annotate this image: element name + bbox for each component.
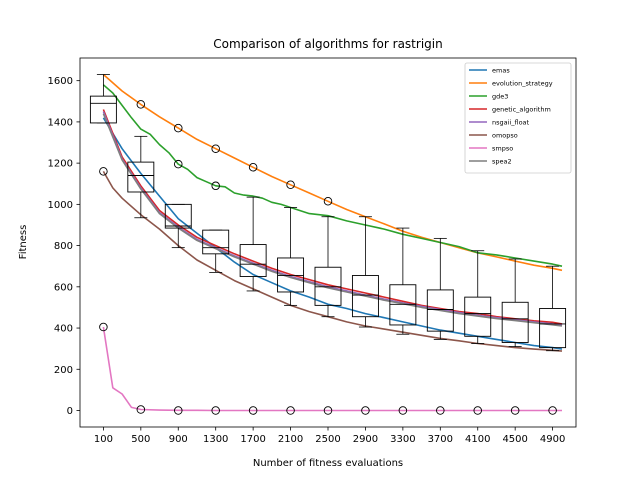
boxplot-4100 — [464, 250, 492, 415]
y-tick-label: 200 — [54, 365, 73, 376]
y-tick-label: 1600 — [48, 76, 73, 87]
x-tick-label: 4100 — [465, 434, 490, 445]
series-line-spea2 — [102, 113, 563, 327]
boxplot-flier — [398, 406, 408, 415]
chart-title: Comparison of algorithms for rastrigin — [213, 37, 442, 51]
boxplot-flier — [211, 181, 220, 191]
x-tick-label: 900 — [169, 434, 188, 445]
boxplot-flier — [323, 406, 333, 415]
x-tick-label: 4900 — [540, 434, 565, 445]
y-tick-label: 600 — [54, 282, 73, 293]
x-tick-label: 100 — [94, 434, 113, 445]
boxplot-box — [164, 203, 192, 229]
legend-label-gde3: gde3 — [492, 92, 508, 100]
boxplot-box — [389, 284, 417, 326]
boxplot-2500 — [314, 197, 342, 415]
boxplot-flier — [473, 406, 482, 415]
boxplot-flier — [548, 406, 557, 415]
boxplot-box — [239, 244, 267, 277]
boxplot-box — [501, 301, 529, 343]
boxplot-4500 — [501, 258, 529, 415]
boxplot-box — [426, 289, 454, 332]
y-tick-label: 800 — [54, 241, 73, 252]
boxplot-flier — [136, 405, 146, 414]
legend-label-nsgaii_float: nsgaii_float — [492, 118, 530, 126]
boxplot-box — [314, 266, 342, 306]
boxplot-900 — [164, 123, 192, 415]
boxplot-4900 — [539, 265, 567, 415]
boxplot-flier — [174, 123, 183, 133]
series-line-emas — [102, 117, 563, 350]
legend-label-spea2: spea2 — [492, 157, 512, 165]
boxplot-flier — [286, 406, 295, 415]
series-line-omopso — [102, 171, 563, 352]
boxplot-flier — [211, 406, 220, 415]
boxplot-flier — [99, 167, 108, 176]
y-axis-label: Fitness — [18, 225, 29, 260]
boxplot-flier — [323, 197, 333, 206]
x-axis: 100 500 900 1300 1700 2100 2500 2900 3300 3700 410… — [94, 427, 565, 445]
series-line-gde3 — [102, 84, 563, 267]
y-tick-label: 400 — [54, 324, 73, 335]
series-line-nsgaii_float — [102, 111, 563, 327]
boxplot-box — [202, 229, 230, 255]
boxplot-box — [127, 161, 155, 193]
x-tick-label: 2900 — [353, 434, 378, 445]
boxplot-flier — [510, 406, 520, 415]
legend-label-smpso: smpso — [492, 144, 513, 152]
boxplot-flier — [248, 163, 258, 172]
boxplot-3300 — [389, 227, 417, 415]
x-tick-label: 3700 — [428, 434, 453, 445]
legend-label-evolution_strategy: evolution_strategy — [492, 79, 553, 87]
boxplot-box — [351, 275, 379, 318]
y-tick-label: 1000 — [48, 200, 73, 211]
boxplot-box — [277, 257, 305, 293]
x-tick-label: 3300 — [390, 434, 415, 445]
boxplot-box — [539, 308, 567, 349]
y-tick-label: 1400 — [48, 117, 73, 128]
boxplot-flier — [174, 406, 183, 415]
series-line-smpso — [102, 326, 562, 412]
boxplot-2100 — [277, 180, 305, 415]
x-tick-label: 500 — [131, 434, 150, 445]
y-tick-label: 1200 — [48, 159, 73, 170]
boxplot-flier — [286, 180, 295, 190]
legend-box — [464, 62, 572, 174]
legend: emas evolution_strategy gde3 genetic_algori… — [464, 62, 572, 174]
plot-area — [89, 73, 567, 415]
boxplot-2900 — [351, 216, 379, 415]
y-tick-label: 0 — [67, 406, 73, 417]
x-tick-label: 2500 — [315, 434, 340, 445]
legend-label-emas: emas — [492, 66, 510, 74]
boxplot-box — [89, 95, 117, 124]
legend-label-genetic_algorithm: genetic_algorithm — [492, 105, 551, 113]
boxplot-box — [464, 296, 492, 337]
boxplot-3700 — [426, 237, 454, 415]
boxplot-flier — [174, 159, 183, 169]
x-axis-label: Number of fitness evaluations — [253, 458, 403, 469]
boxplot-500 — [127, 100, 155, 414]
legend-label-omopso: omopso — [492, 131, 518, 139]
y-axis: 0 200 400 600 800 1000 1200 1400 1600 — [48, 76, 80, 417]
boxplot-100 — [89, 74, 117, 332]
boxplot-flier — [211, 144, 220, 153]
x-tick-label: 2100 — [278, 434, 303, 445]
boxplot-flier — [248, 406, 258, 415]
x-tick-label: 4500 — [502, 434, 527, 445]
x-tick-label: 1300 — [203, 434, 228, 445]
boxplot-flier — [361, 406, 370, 415]
boxplot-flier — [99, 322, 108, 332]
boxplot-1700 — [239, 163, 267, 415]
x-tick-label: 1700 — [240, 434, 265, 445]
boxplot-flier — [136, 100, 146, 109]
boxplot-flier — [436, 406, 445, 415]
boxplot-1300 — [202, 144, 230, 415]
